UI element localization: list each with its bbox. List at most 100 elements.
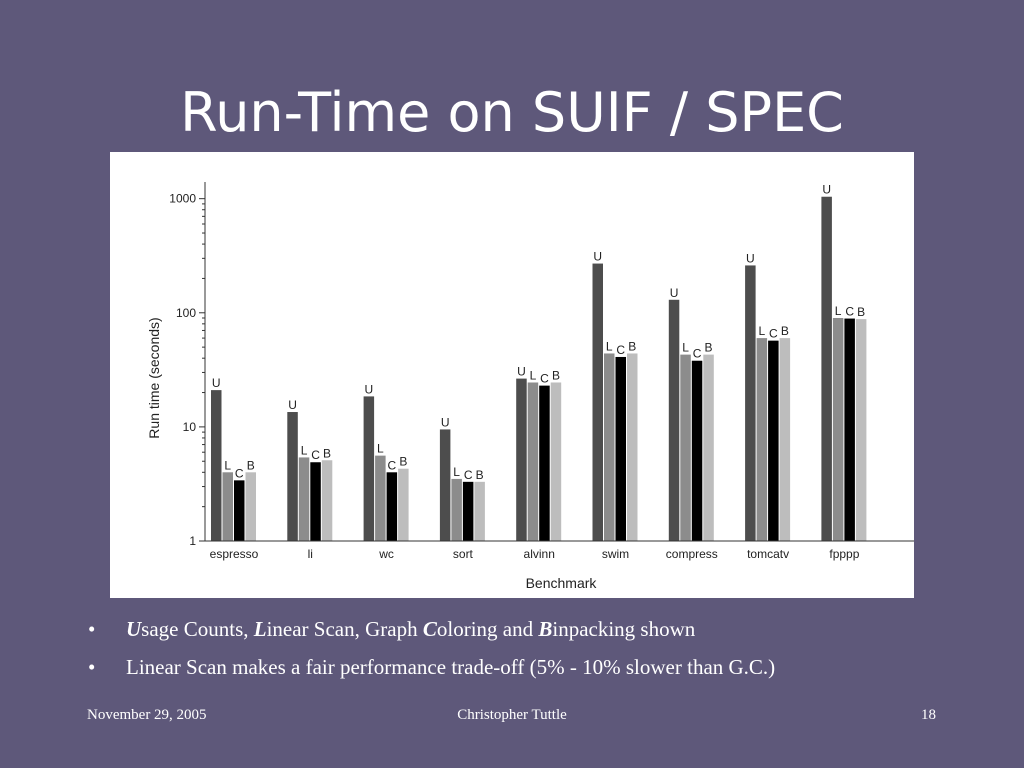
- bar-label-c: C: [769, 327, 778, 341]
- bullet-dot: •: [88, 655, 96, 679]
- bar-b: [550, 382, 562, 541]
- bar-c: [768, 340, 779, 541]
- bar-u: [745, 265, 756, 541]
- bar-b: [321, 460, 333, 541]
- bar-label-c: C: [693, 347, 702, 361]
- bar-b: [779, 338, 791, 541]
- y-tick-label: 10: [183, 420, 197, 434]
- footer-date: November 29, 2005: [87, 707, 207, 723]
- slide-title: Run-Time on SUIF / SPEC: [180, 81, 844, 144]
- bar-l: [298, 457, 310, 541]
- bar-c: [691, 360, 703, 541]
- bar-label-u: U: [746, 251, 755, 265]
- bar-u: [287, 412, 298, 541]
- bar-label-u: U: [441, 415, 450, 429]
- bullet-initial: L: [253, 617, 267, 641]
- bullet-item: • Usage Counts, Linear Scan, Graph Colori…: [88, 612, 775, 650]
- y-tick-label: 1: [189, 534, 196, 548]
- bullet-item: • Linear Scan makes a fair performance tr…: [88, 650, 775, 688]
- bar-l: [680, 354, 691, 541]
- bar-b: [627, 353, 638, 541]
- bar-u: [592, 263, 603, 541]
- bar-l: [527, 382, 539, 541]
- bar-b: [855, 319, 867, 541]
- bar-label-u: U: [822, 183, 831, 197]
- bullet-initial: C: [422, 617, 437, 641]
- bar-label-l: L: [453, 465, 460, 479]
- bar-c: [539, 385, 550, 541]
- bar-label-b: B: [628, 339, 636, 353]
- bar-label-c: C: [540, 372, 549, 386]
- bar-label-u: U: [288, 398, 297, 412]
- bar-l: [756, 338, 768, 541]
- bar-u: [668, 299, 680, 541]
- y-axis-title: Run time (seconds): [146, 317, 162, 438]
- bar-l: [451, 478, 462, 541]
- bullet-text: inear Scan, Graph: [266, 617, 423, 641]
- bar-c: [462, 481, 474, 541]
- bar-label-b: B: [552, 368, 560, 382]
- bar-label-b: B: [247, 458, 255, 472]
- bar-c: [310, 462, 321, 541]
- bullet-initial: U: [126, 617, 142, 641]
- bar-label-u: U: [517, 365, 526, 379]
- bar-label-u: U: [212, 376, 221, 390]
- bar-label-l: L: [682, 341, 689, 355]
- bar-c: [386, 472, 398, 541]
- bar-label-b: B: [399, 455, 407, 469]
- bar-u: [439, 429, 451, 541]
- bar-c: [234, 480, 245, 541]
- x-tick-label: wc: [378, 547, 394, 561]
- bar-label-u: U: [365, 382, 374, 396]
- bar-b: [474, 481, 485, 541]
- x-tick-label: fpppp: [829, 547, 859, 561]
- bar-b: [398, 468, 409, 541]
- x-tick-label: swim: [602, 547, 629, 561]
- x-tick-label: alvinn: [524, 547, 555, 561]
- bar-l: [375, 455, 386, 541]
- bar-b: [245, 472, 256, 541]
- x-tick-label: tomcatv: [747, 547, 789, 561]
- bar-label-c: C: [235, 466, 244, 480]
- x-tick-label: espresso: [210, 547, 259, 561]
- y-tick-label: 1000: [169, 192, 196, 206]
- bar-b: [703, 354, 714, 541]
- y-ticks: 1 10 100 1000: [169, 192, 205, 548]
- bar-label-u: U: [670, 286, 679, 300]
- y-tick-label: 100: [176, 306, 196, 320]
- bullet-text: oloring and: [436, 617, 539, 641]
- x-tick-label: li: [308, 547, 313, 561]
- bar-label-l: L: [835, 304, 842, 318]
- bar-u: [211, 390, 222, 541]
- bar-label-l: L: [759, 324, 766, 338]
- bars-group: [211, 196, 867, 541]
- bullet-initial: B: [538, 617, 553, 641]
- footer-author: Christopher Tuttle: [457, 707, 567, 723]
- bar-label-l: L: [530, 368, 537, 382]
- x-axis-title: Benchmark: [526, 575, 598, 591]
- bar-label-l: L: [377, 442, 384, 456]
- bar-label-l: L: [606, 339, 613, 353]
- footer-page-number: 18: [921, 707, 936, 723]
- x-tick-labels: espresso li wc sort alvinn swim compress tomcat…: [210, 547, 860, 561]
- x-tick-label: compress: [666, 547, 718, 561]
- bar-label-b: B: [476, 468, 484, 482]
- bullet-text: inpacking shown: [552, 617, 696, 641]
- bar-label-b: B: [857, 305, 865, 319]
- bar-label-c: C: [464, 468, 473, 482]
- bar-l: [604, 353, 615, 541]
- bar-u: [363, 396, 375, 541]
- bullet-text: sage Counts,: [141, 617, 254, 641]
- bar-label-c: C: [616, 343, 625, 357]
- bar-label-b: B: [781, 324, 789, 338]
- bullet-dot: •: [88, 617, 96, 641]
- bar-c: [844, 318, 855, 541]
- bullet-text: Linear Scan makes a fair performance tra…: [126, 655, 776, 679]
- bar-label-l: L: [301, 443, 308, 457]
- bar-label-c: C: [845, 305, 854, 319]
- bar-l: [832, 318, 844, 541]
- bar-u: [821, 196, 832, 541]
